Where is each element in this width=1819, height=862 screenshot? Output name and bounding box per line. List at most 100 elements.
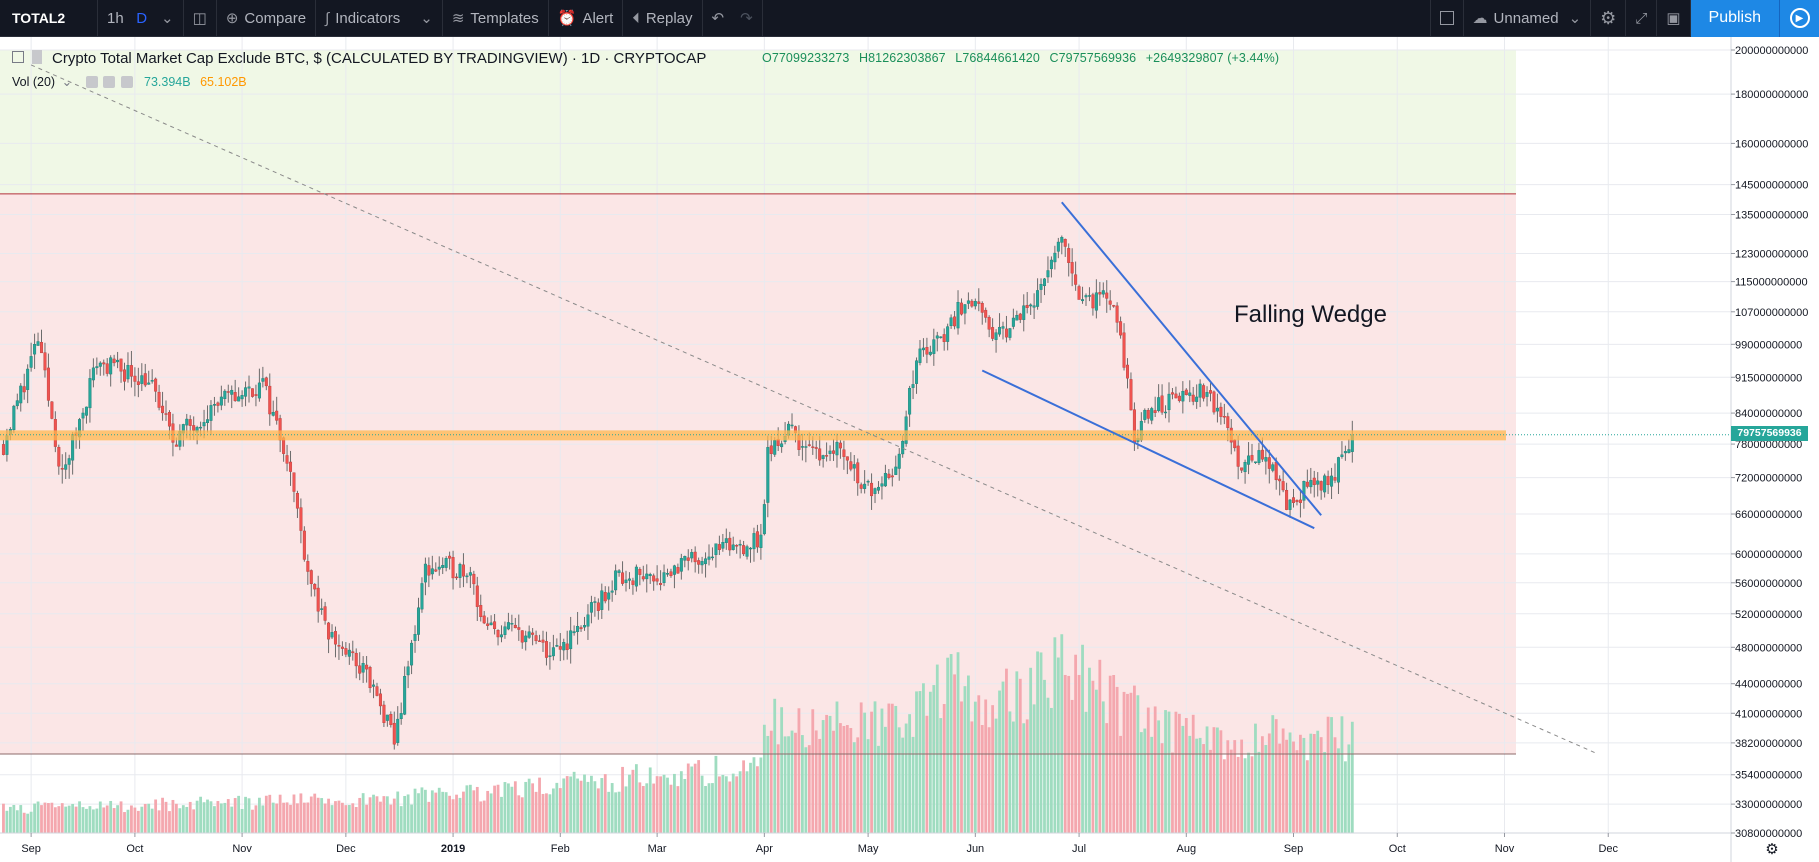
volume-bar-down (655, 776, 659, 833)
candle-up (966, 300, 970, 304)
candle-up (1029, 304, 1033, 307)
candle-down (482, 615, 486, 624)
volume-bar-down (1184, 718, 1188, 833)
volume-bar-down (776, 744, 780, 833)
falling-wedge-label[interactable]: Falling Wedge (1234, 301, 1387, 328)
volume-bar-down (1292, 741, 1295, 833)
volume-bar-up (178, 808, 182, 833)
candle-up (1181, 391, 1185, 402)
chevron-down-icon[interactable]: ⌄ (61, 75, 73, 89)
volume-bar-up (1205, 726, 1209, 833)
compare-button[interactable]: ⊕ Compare (217, 0, 317, 37)
play-button[interactable]: ▶ (1779, 0, 1819, 37)
snapshot-button[interactable]: ▣ (1657, 0, 1691, 37)
interval-daily[interactable]: D (136, 9, 148, 27)
candle-down (486, 623, 490, 626)
volume-bar-up (1198, 737, 1202, 833)
price-chart[interactable]: 200000000000 180000000000 160000000000 1450… (0, 37, 1819, 862)
volume-indicator-label[interactable]: Vol (20) (12, 75, 56, 89)
interval-selector[interactable]: 1h D ⌄ (98, 0, 184, 37)
volume-bar-up (835, 701, 839, 833)
symbol-search[interactable]: TOTAL2 (0, 0, 98, 37)
axis-settings-icon[interactable]: ⚙ (1765, 840, 1778, 858)
settings-icon[interactable] (103, 76, 116, 88)
templates-button[interactable]: ≋ Templates (443, 0, 549, 37)
candle-down (1209, 390, 1213, 394)
redo-icon[interactable]: ↷ (740, 10, 753, 27)
volume-bar-up (1157, 720, 1161, 833)
candle-down (368, 667, 372, 689)
volume-bar-down (462, 791, 465, 833)
volume-bar-up (828, 715, 832, 833)
chart-title[interactable]: Crypto Total Market Cap Exclude BTC, $ (… (52, 50, 707, 67)
chevron-down-icon[interactable]: ⌄ (420, 10, 433, 27)
volume-bar-down (233, 798, 237, 833)
candle-up (1015, 315, 1019, 321)
candle-up (610, 590, 614, 593)
candle-up (240, 395, 244, 400)
volume-bar-down (1281, 728, 1285, 833)
chevron-down-icon[interactable]: ⌄ (161, 10, 174, 27)
candle-up (1316, 480, 1320, 485)
candle-up (946, 326, 950, 342)
y-tick-label: 52000000000 (1735, 609, 1802, 621)
candle-down (870, 482, 874, 497)
volume-bar-down (984, 699, 988, 833)
volume-bar-up (1056, 657, 1060, 833)
volume-bar-down (278, 794, 282, 833)
candle-down (455, 576, 459, 579)
volume-bar-up (213, 806, 216, 833)
flag-icon[interactable] (32, 50, 42, 64)
candle-down (1018, 313, 1022, 320)
volume-bar-down (579, 780, 583, 833)
indicators-button[interactable]: ∫ Indicators ⌄ (316, 0, 443, 37)
axes-layer: 200000000000 180000000000 160000000000 1450… (0, 37, 1808, 862)
candle-down (842, 449, 846, 457)
candle-up (1143, 409, 1147, 420)
chevron-down-icon[interactable]: ⌄ (1568, 10, 1582, 27)
candle-down (1184, 389, 1188, 396)
fullscreen-toggle[interactable] (1429, 0, 1464, 37)
x-tick-label: Dec (1598, 843, 1618, 855)
candle-up (548, 655, 552, 657)
volume-bar-up (1081, 644, 1084, 833)
chart-style-button[interactable]: ◫ (184, 0, 217, 37)
candle-down (157, 391, 161, 408)
interval-1h[interactable]: 1h (107, 9, 124, 27)
layout-menu[interactable]: ☁ Unnamed ⌄ (1464, 0, 1592, 37)
candle-up (634, 566, 638, 587)
candle-down (167, 412, 171, 427)
volume-bar-up (524, 781, 528, 833)
candle-down (977, 301, 981, 304)
candle-down (735, 545, 739, 547)
candle-up (749, 547, 753, 550)
collapse-legend-icon[interactable] (12, 51, 24, 63)
candle-up (700, 561, 704, 566)
y-tick-label: 48000000000 (1735, 642, 1802, 654)
replay-button[interactable]: ⏴ Replay (623, 0, 703, 37)
candle-down (375, 686, 379, 696)
eye-icon[interactable] (85, 76, 98, 88)
volume-bar-down (849, 728, 853, 833)
volume-bar-up (1243, 758, 1247, 833)
close-icon[interactable] (120, 76, 133, 88)
volume-bar-up (679, 771, 683, 833)
fullscreen-button[interactable]: ⤢ (1626, 0, 1658, 37)
candle-down (1298, 499, 1302, 503)
candle-down (188, 419, 192, 426)
candle-down (1267, 457, 1271, 469)
candle-down (1236, 445, 1240, 467)
candle-down (1, 444, 5, 455)
candle-up (1271, 464, 1275, 471)
undo-icon[interactable]: ↶ (711, 10, 725, 27)
candle-up (1323, 475, 1327, 493)
volume-bar-down (818, 738, 822, 833)
volume-bar-up (330, 805, 334, 833)
volume-bar-down (264, 795, 268, 833)
alert-button[interactable]: ⏰ Alert (549, 0, 624, 37)
publish-button[interactable]: Publish (1690, 0, 1779, 37)
candle-down (327, 622, 331, 640)
settings-button[interactable]: ⚙ (1591, 0, 1627, 37)
volume-bar-up (690, 766, 694, 833)
candle-down (838, 442, 842, 449)
